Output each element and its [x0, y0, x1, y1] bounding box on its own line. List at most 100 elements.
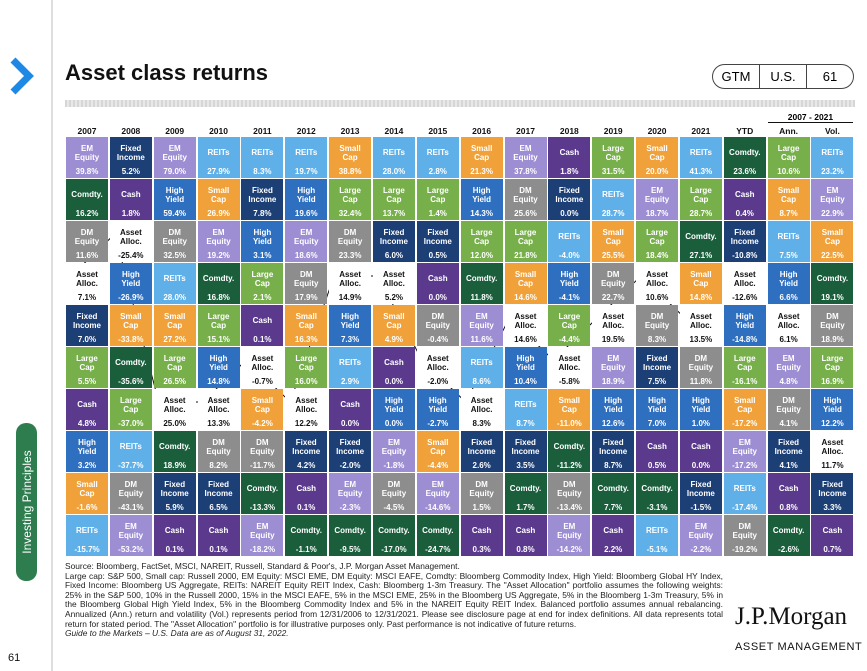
cell: High Yield -26.9%: [109, 263, 152, 304]
cell-value: -1.6%: [76, 502, 98, 512]
cell-value: 2.6%: [472, 460, 491, 470]
cell: Large Cap -16.1%: [723, 347, 766, 388]
cell-label: Cash: [559, 148, 580, 158]
cell-value: -2.0%: [427, 376, 449, 386]
cell-value: 8.7%: [779, 208, 798, 218]
cell-label: EM Equity: [688, 521, 714, 540]
cell: High Yield 14.8%: [197, 347, 240, 388]
cell: EM Equity 22.9%: [811, 179, 854, 220]
cell: Fixed Income 4.1%: [767, 431, 810, 472]
cell-value: 14.3%: [470, 208, 493, 218]
cell: Large Cap 5.5%: [66, 347, 108, 388]
cell-label: Small Cap: [558, 395, 581, 414]
column-header: 2018: [559, 126, 579, 136]
cell-label: EM Equity: [425, 479, 451, 498]
cell-label: Small Cap: [207, 185, 230, 204]
definitions: Large cap: S&P 500, Small cap: Russell 2…: [65, 570, 723, 629]
cell-value: 11.7%: [821, 460, 844, 470]
cell-value: 16.0%: [294, 376, 318, 386]
cell-label: EM Equity: [381, 437, 407, 456]
cell: Asset Alloc. 10.6%: [636, 263, 679, 304]
cell-label: Asset Alloc.: [821, 437, 844, 456]
cell-value: -18.2%: [249, 544, 276, 554]
cell-label: Large Cap: [689, 185, 712, 204]
cell: DM Equity -4.5%: [372, 473, 415, 514]
column-header: 2016: [472, 126, 492, 136]
cell: DM Equity 8.3%: [636, 305, 679, 346]
cell: Fixed Income 6.5%: [197, 473, 240, 514]
cell: Fixed Income 5.9%: [153, 473, 196, 514]
cell: Small Cap 26.9%: [197, 179, 240, 220]
column-header: 2014: [384, 126, 404, 136]
cell-value: -0.4%: [427, 334, 449, 344]
cell-value: 12.0%: [470, 250, 493, 260]
cell: Comdty. 19.1%: [811, 263, 854, 304]
cell-label: Asset Alloc.: [602, 311, 625, 330]
column-header: 2021: [691, 126, 711, 136]
cell-value: 0.5%: [428, 250, 447, 260]
cell-value: -2.0%: [339, 460, 361, 470]
cell: REITs 8.3%: [241, 137, 284, 178]
cell-label: EM Equity: [469, 311, 494, 330]
cell-value: 5.5%: [77, 376, 97, 386]
cell-label: REITs: [295, 148, 318, 158]
cell-value: 7.8%: [253, 208, 272, 218]
cell-value: 1.8%: [560, 166, 579, 176]
cell: Fixed Income 7.5%: [636, 347, 679, 388]
cell-label: Large Cap: [295, 353, 318, 372]
cell-label: Comdty.: [290, 526, 322, 536]
cell-label: Large Cap: [602, 143, 625, 162]
cell: Fixed Income 3.5%: [504, 431, 547, 472]
cell-value: 17.9%: [294, 292, 318, 302]
cell-value: -12.6%: [732, 292, 758, 302]
cell-label: REITs: [163, 274, 186, 284]
cell: REITs 41.3%: [679, 137, 722, 178]
cell: REITs 2.8%: [416, 137, 459, 178]
cell: High Yield 12.6%: [592, 389, 635, 430]
cell-value: 6.5%: [209, 502, 228, 512]
cell: DM Equity 18.9%: [811, 305, 854, 346]
cell-value: 5.2%: [121, 166, 140, 176]
cell: High Yield 1.0%: [679, 389, 722, 430]
cell-label: Asset Alloc.: [76, 269, 98, 288]
cell-label: REITs: [382, 148, 405, 158]
cell-label: REITs: [558, 232, 581, 242]
cell-label: DM Equity: [644, 311, 670, 330]
cell-value: 7.0%: [77, 334, 97, 344]
cell: Cash 4.8%: [66, 389, 108, 430]
cell: DM Equity 32.5%: [153, 221, 196, 262]
cell: Comdty. -9.5%: [329, 515, 372, 556]
cell-value: 27.2%: [163, 334, 187, 344]
cell-label: High Yield: [340, 311, 360, 330]
guide: Guide to the Markets – U.S. Data are as …: [65, 628, 289, 639]
cell-value: 18.7%: [645, 208, 669, 218]
cell-label: EM Equity: [162, 143, 187, 162]
cell-label: Fixed Income: [248, 185, 277, 204]
cell: Large Cap 28.7%: [679, 179, 722, 220]
cell-label: Small Cap: [76, 479, 98, 498]
cell: REITs 28.0%: [153, 263, 196, 304]
cell: Asset Alloc. 25.0%: [153, 389, 196, 430]
column-header: 2009: [165, 126, 185, 136]
cell: High Yield 3.1%: [241, 221, 284, 262]
cell-value: -2.6%: [778, 544, 800, 554]
cell: DM Equity 11.6%: [66, 221, 108, 262]
cell-label: DM Equity: [688, 353, 714, 372]
cell-value: -26.9%: [118, 292, 144, 302]
cell: Asset Alloc. 19.5%: [592, 305, 635, 346]
cell-label: REITs: [470, 358, 493, 368]
cell-label: Cash: [515, 526, 536, 536]
header-band: [65, 100, 855, 107]
cell-value: -37.0%: [118, 418, 144, 428]
cell: Large Cap -37.0%: [109, 389, 152, 430]
cell-label: Small Cap: [690, 269, 712, 288]
cell-label: Large Cap: [470, 227, 493, 246]
cell: Small Cap -11.0%: [548, 389, 591, 430]
cell-label: Cash: [296, 484, 317, 494]
cell: Small Cap 27.2%: [153, 305, 196, 346]
cell-label: Cash: [208, 526, 229, 536]
cell-label: High Yield: [559, 269, 579, 288]
cell-label: High Yield: [823, 395, 842, 414]
cell-value: 10.4%: [514, 376, 537, 386]
cell-label: DM Equity: [381, 479, 407, 498]
